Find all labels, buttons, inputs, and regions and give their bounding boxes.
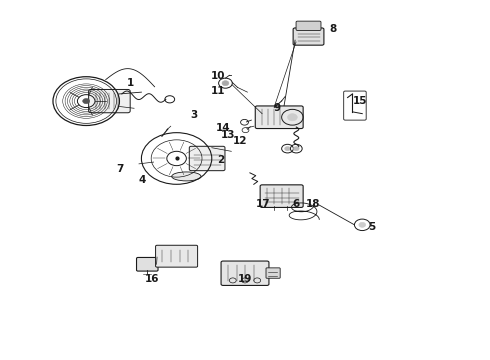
Text: 1: 1: [126, 78, 134, 88]
Text: 5: 5: [368, 222, 376, 232]
Text: 7: 7: [117, 164, 124, 174]
FancyBboxPatch shape: [189, 146, 225, 171]
Text: 10: 10: [211, 71, 225, 81]
Text: 17: 17: [256, 199, 271, 210]
FancyBboxPatch shape: [296, 21, 321, 31]
FancyBboxPatch shape: [293, 28, 324, 45]
Circle shape: [288, 114, 297, 121]
Text: 13: 13: [220, 130, 235, 140]
Text: 4: 4: [139, 175, 146, 185]
FancyBboxPatch shape: [221, 261, 269, 285]
Text: 11: 11: [211, 86, 225, 96]
Circle shape: [294, 147, 299, 151]
Circle shape: [285, 147, 291, 151]
Text: 3: 3: [190, 111, 197, 121]
Text: 9: 9: [273, 103, 280, 113]
Text: 19: 19: [238, 274, 252, 284]
FancyBboxPatch shape: [255, 106, 303, 129]
FancyBboxPatch shape: [260, 185, 303, 207]
Text: 12: 12: [233, 136, 247, 145]
Ellipse shape: [172, 172, 201, 181]
FancyBboxPatch shape: [137, 257, 158, 271]
Text: 14: 14: [216, 123, 230, 133]
Circle shape: [83, 99, 90, 104]
Text: 6: 6: [293, 199, 300, 210]
Text: 18: 18: [306, 199, 320, 210]
FancyBboxPatch shape: [266, 268, 280, 278]
FancyBboxPatch shape: [156, 245, 197, 267]
Text: 8: 8: [329, 24, 337, 35]
Text: 2: 2: [217, 155, 224, 165]
Text: 15: 15: [353, 96, 367, 106]
FancyBboxPatch shape: [89, 89, 130, 113]
Text: 16: 16: [145, 274, 159, 284]
Circle shape: [359, 222, 366, 227]
Circle shape: [222, 81, 229, 86]
